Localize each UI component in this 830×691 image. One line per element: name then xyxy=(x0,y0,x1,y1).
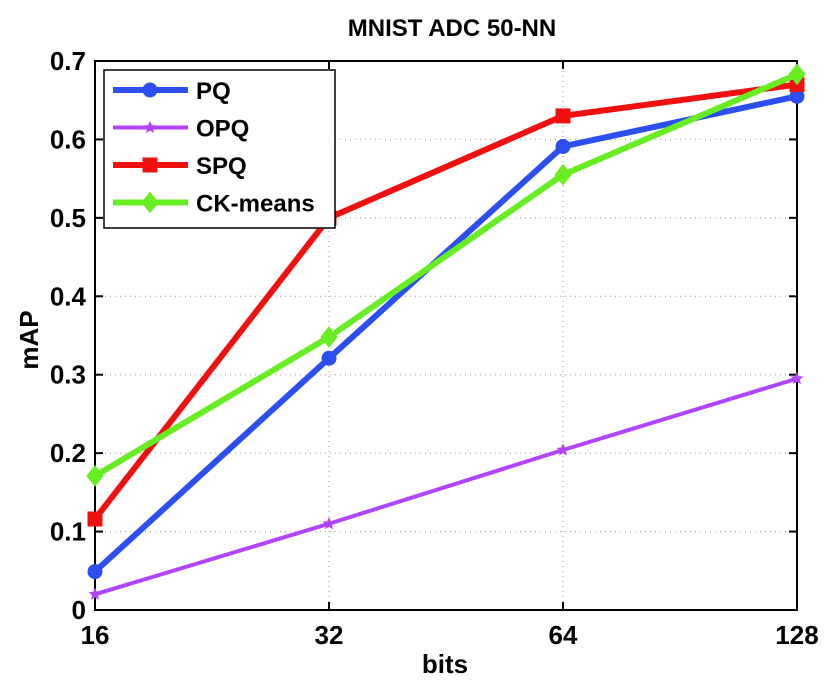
data-point-ck-means xyxy=(788,63,806,86)
legend-label: PQ xyxy=(196,78,231,105)
x-tick-label: 16 xyxy=(81,620,110,650)
data-point-pq xyxy=(321,350,337,366)
axis-ticks: 0 0.1 0.2 0.3 0.4 0.5 0.6 0.7 16 32 64 128 xyxy=(50,46,819,650)
data-point-pq xyxy=(87,564,103,580)
data-point-opq xyxy=(790,371,804,385)
x-tick-label: 64 xyxy=(549,620,578,650)
legend-marker xyxy=(142,82,158,98)
series-ck-means xyxy=(86,63,806,487)
legend-marker xyxy=(142,157,158,173)
series-layer xyxy=(86,63,806,600)
y-tick-label: 0.2 xyxy=(50,438,86,468)
legend-label: SPQ xyxy=(196,153,247,180)
grid xyxy=(95,61,797,610)
series-line-spq xyxy=(92,81,798,521)
y-tick-label: 0.4 xyxy=(50,281,87,311)
y-tick-label: 0 xyxy=(72,595,86,625)
data-point-opq xyxy=(88,587,102,600)
y-axis-label: mAP xyxy=(14,310,44,369)
y-tick-label: 0.5 xyxy=(50,203,86,233)
series-line-opq xyxy=(94,376,798,597)
y-tick-label: 0.1 xyxy=(50,517,86,547)
data-point-opq xyxy=(322,516,336,530)
series-opq xyxy=(88,371,804,600)
x-axis-label: bits xyxy=(422,649,468,679)
data-point-pq xyxy=(555,138,571,154)
data-point-ck-means xyxy=(86,465,104,487)
data-point-ck-means xyxy=(554,163,572,186)
series-line-ck-means xyxy=(93,71,799,479)
legend-marker xyxy=(141,191,159,214)
data-point-spq xyxy=(555,108,571,124)
x-tick-label: 128 xyxy=(775,620,818,650)
data-point-opq xyxy=(556,443,570,456)
legend-label: CK-means xyxy=(196,191,315,218)
legend-marker xyxy=(143,120,157,133)
chart-title: MNIST ADC 50-NN xyxy=(348,15,556,42)
legend-label: OPQ xyxy=(196,116,249,143)
data-point-spq xyxy=(87,511,103,527)
y-tick-label: 0.6 xyxy=(50,124,86,154)
y-tick-label: 0.3 xyxy=(50,360,86,390)
data-point-ck-means xyxy=(320,326,338,348)
plot-frame xyxy=(94,60,798,611)
y-tick-label: 0.7 xyxy=(50,46,86,76)
legend: PQ OPQ SPQ CK-means xyxy=(103,69,336,229)
x-tick-label: 32 xyxy=(315,620,344,650)
